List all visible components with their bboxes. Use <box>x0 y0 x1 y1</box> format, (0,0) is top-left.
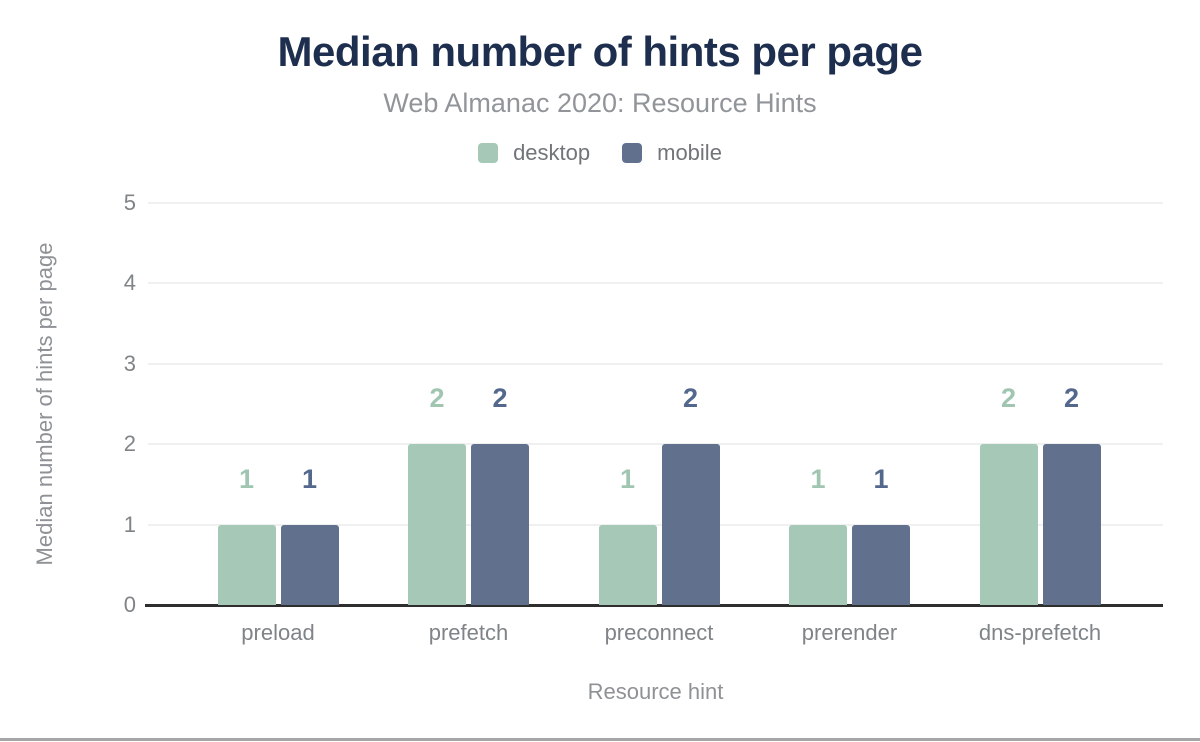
x-tick-label-prerender: prerender <box>801 620 898 645</box>
bar-mobile-prefetch[interactable] <box>471 444 529 605</box>
y-tick-label: 1 <box>123 511 136 537</box>
chart-subtitle: Web Almanac 2020: Resource Hints <box>383 88 817 118</box>
bar-mobile-preload[interactable] <box>280 524 339 605</box>
y-tick-label: 2 <box>123 431 136 457</box>
x-axis-line <box>145 604 1163 607</box>
bar-value-label-mobile-dns-prefetch: 2 <box>1063 383 1080 414</box>
legend-swatch-mobile <box>622 143 643 163</box>
legend-swatch-desktop <box>478 143 499 163</box>
gridline-y2 <box>148 443 1163 446</box>
bar-value-label-desktop-prerender: 1 <box>810 463 826 494</box>
bar-desktop-prerender[interactable] <box>789 524 847 605</box>
bar-desktop-preload[interactable] <box>217 524 276 605</box>
gridline-y4 <box>148 282 1163 285</box>
y-axis-title: Median number of hints per page <box>32 242 57 566</box>
bar-mobile-dns-prefetch[interactable] <box>1042 444 1101 605</box>
gridline-y5 <box>148 202 1163 204</box>
x-tick-label-preconnect: preconnect <box>604 620 714 645</box>
bar-value-label-mobile-prerender: 1 <box>873 463 889 494</box>
x-tick-label-dns-prefetch: dns-prefetch <box>978 620 1102 645</box>
bar-value-label-desktop-preconnect: 1 <box>619 463 636 494</box>
bar-mobile-preconnect[interactable] <box>661 444 720 605</box>
legend-label-desktop: desktop <box>513 140 591 165</box>
y-tick-label: 4 <box>123 270 136 296</box>
x-tick-label-prefetch: prefetch <box>428 620 509 645</box>
y-tick-label: 5 <box>123 190 136 215</box>
bar-value-label-desktop-preload: 1 <box>238 463 255 494</box>
bar-desktop-dns-prefetch[interactable] <box>979 444 1038 605</box>
bar-value-label-desktop-dns-prefetch: 2 <box>1000 383 1017 414</box>
y-tick-label: 3 <box>123 350 136 376</box>
bottom-divider <box>0 738 1200 741</box>
x-tick-label-preload: preload <box>241 620 315 645</box>
legend-label-mobile: mobile <box>657 140 722 165</box>
bar-desktop-prefetch[interactable] <box>408 444 466 605</box>
bar-value-label-mobile-preload: 1 <box>301 463 318 494</box>
bar-desktop-preconnect[interactable] <box>598 524 657 605</box>
x-axis-title: Resource hint <box>587 679 724 704</box>
chart-title: Median number of hints per page <box>277 28 923 75</box>
bar-value-label-mobile-prefetch: 2 <box>492 383 508 414</box>
bar-mobile-prerender[interactable] <box>852 524 910 605</box>
gridline-y3 <box>148 362 1163 365</box>
bar-value-label-mobile-preconnect: 2 <box>682 383 699 414</box>
legend-item-desktop: desktop <box>478 141 590 165</box>
y-tick-label: 0 <box>123 592 136 617</box>
legend: desktop mobile <box>0 141 1200 165</box>
legend-item-mobile: mobile <box>622 141 722 165</box>
bar-value-label-desktop-prefetch: 2 <box>429 383 445 414</box>
